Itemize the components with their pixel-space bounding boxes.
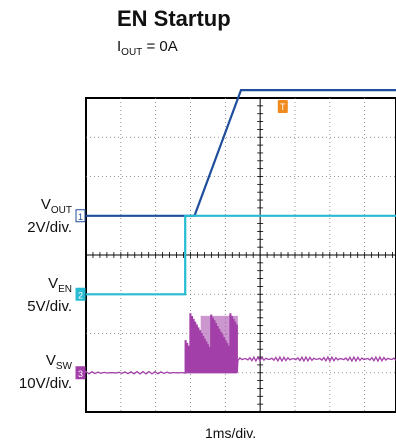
- channel-marker-text: 1: [78, 212, 83, 222]
- trace-en: [86, 214, 396, 296]
- vout-label: VOUT 2V/div.: [10, 196, 72, 236]
- subtitle-sub: OUT: [121, 47, 143, 58]
- x-axis-label: 1ms/div.: [205, 425, 257, 441]
- channel-marker-box: [75, 366, 86, 380]
- subtitle-prefix: I: [117, 38, 122, 55]
- channel-marker-1: 1: [75, 209, 86, 223]
- channel-marker-box: [75, 209, 86, 223]
- vsw-name-main: V: [45, 352, 56, 369]
- traces: [85, 88, 396, 375]
- grid: [85, 97, 396, 413]
- channel-marker-text: 2: [78, 290, 83, 300]
- ven-name-main: V: [48, 275, 59, 292]
- chart-subtitle: IOUT = 0A: [117, 38, 178, 58]
- trigger-marker-text: T: [280, 102, 286, 112]
- vsw-name-sub: SW: [55, 361, 72, 372]
- trace-sw: [85, 313, 396, 375]
- vout-name-main: V: [40, 196, 51, 213]
- ven-label: VEN 5V/div.: [10, 275, 72, 315]
- vout-name-sub: OUT: [50, 205, 72, 216]
- vout-scale: 2V/div.: [27, 219, 72, 236]
- vsw-scale: 10V/div.: [18, 375, 72, 392]
- vsw-label: VSW 10V/div.: [2, 352, 72, 392]
- trace-sw-burst: [200, 315, 238, 371]
- subtitle-suffix: = 0A: [142, 38, 178, 55]
- channel-markers: T 1 2 3: [75, 100, 288, 380]
- channel-marker-box: [75, 287, 86, 301]
- channel-marker-text: 3: [78, 369, 83, 379]
- trigger-marker-box: [277, 100, 288, 113]
- ven-name-sub: EN: [58, 284, 72, 295]
- trace-out: [86, 88, 396, 217]
- chart-title: EN Startup: [117, 6, 231, 31]
- channel-marker-3: 3: [75, 366, 86, 380]
- channel-marker-2: 2: [75, 287, 86, 301]
- ven-scale: 5V/div.: [27, 298, 72, 315]
- trigger-marker: T: [277, 100, 288, 113]
